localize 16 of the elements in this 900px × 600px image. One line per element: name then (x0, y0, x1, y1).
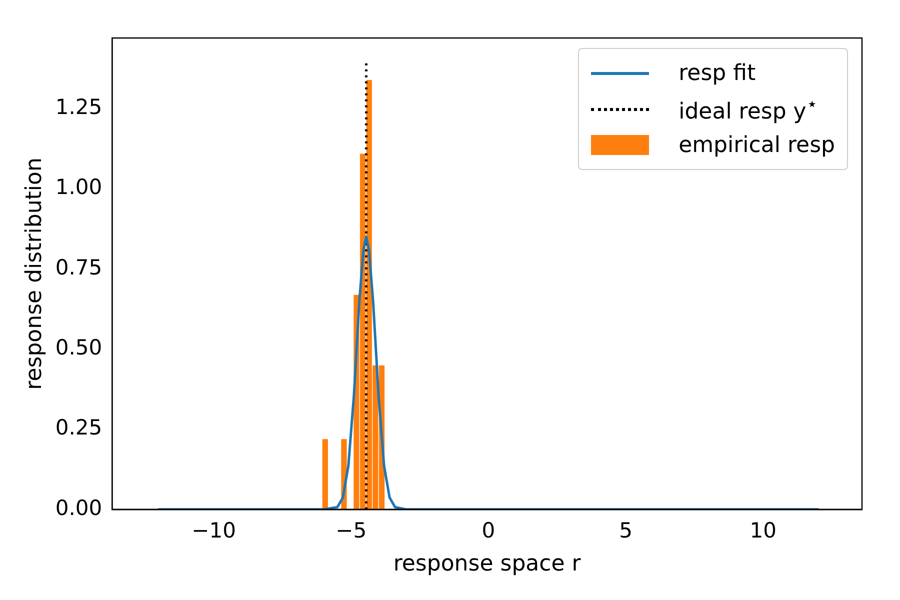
y-tick-label: 0.75 (55, 255, 102, 280)
y-tick-label: 1.00 (55, 175, 102, 200)
x-tick-label: 5 (619, 518, 632, 542)
y-tick-label: 0.25 (55, 416, 102, 440)
x-tick-label: −10 (192, 518, 236, 542)
legend-label: empirical resp (678, 132, 835, 158)
x-axis-title: response space r (393, 552, 582, 577)
legend-label: ideal resp y$^{⋆}$ (678, 94, 818, 124)
legend-label: resp fit (678, 60, 756, 86)
y-tick-label: 0.50 (55, 336, 102, 360)
y-tick-label: 0.00 (55, 496, 102, 520)
x-tick-label: 0 (482, 518, 496, 542)
y-axis-title: response distribution (22, 158, 47, 390)
y-tick-label: 1.25 (55, 95, 102, 120)
x-tick-label: −5 (336, 518, 367, 542)
x-tick-label: 10 (750, 518, 776, 542)
